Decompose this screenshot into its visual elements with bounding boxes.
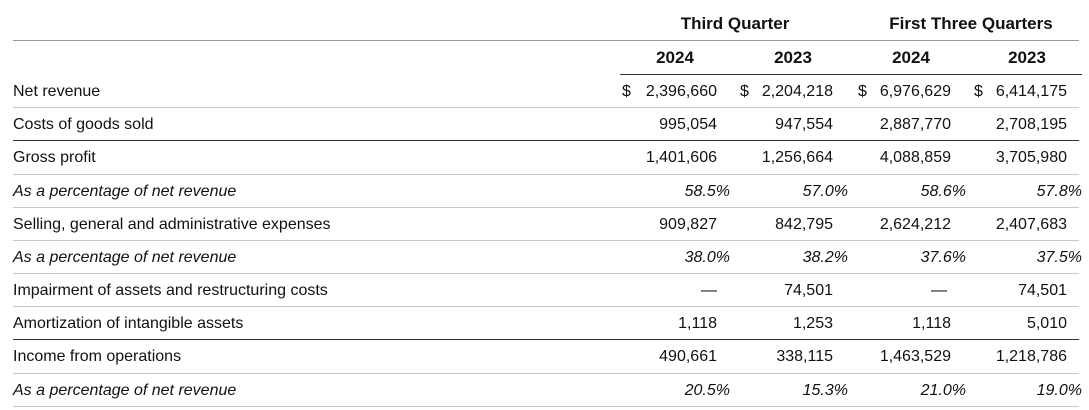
cell-value: 995,054 xyxy=(659,116,717,133)
header-third-quarter: Third Quarter xyxy=(680,14,790,33)
cell-value: 947,554 xyxy=(775,116,833,133)
row-rule xyxy=(13,306,1079,307)
row-rule xyxy=(13,140,1079,141)
table-row: Impairment of assets and restructuring c… xyxy=(0,274,1089,307)
cell-value: 1,218,786 xyxy=(995,348,1067,365)
table-row: Amortization of intangible assets 1,118 … xyxy=(0,307,1089,340)
cell-value: 1,463,529 xyxy=(879,348,951,365)
cell-value: 1,401,606 xyxy=(645,149,717,166)
cell-value: 490,661 xyxy=(659,348,717,365)
row-label: Gross profit xyxy=(13,149,96,166)
table-row: As a percentage of net revenue 58.5% 57.… xyxy=(0,175,1089,208)
cell-value: 2,708,195 xyxy=(995,116,1067,133)
cell-value: 2,407,683 xyxy=(995,216,1067,233)
year-rule xyxy=(620,74,1082,75)
cell-value: 6,976,629 xyxy=(879,83,951,100)
row-label: Selling, general and administrative expe… xyxy=(13,216,331,233)
currency-symbol: $ xyxy=(858,83,867,100)
row-label: Net revenue xyxy=(13,83,101,100)
cell-value: 1,118 xyxy=(912,315,951,332)
cell-value: 74,501 xyxy=(784,282,833,299)
cell-value: 2,204,218 xyxy=(761,83,833,100)
row-label: Amortization of intangible assets xyxy=(13,315,244,332)
cell-value: — xyxy=(701,282,717,299)
row-label: As a percentage of net revenue xyxy=(13,382,237,399)
cell-value: 6,414,175 xyxy=(995,83,1067,100)
cell-value: 338,115 xyxy=(776,348,833,365)
currency-symbol: $ xyxy=(740,83,749,100)
cell-value: 57.0% xyxy=(802,183,848,200)
header-rule xyxy=(13,40,1079,41)
table-row: Selling, general and administrative expe… xyxy=(0,208,1089,241)
cell-value: 2,624,212 xyxy=(879,216,951,233)
cell-value: 37.6% xyxy=(920,249,966,266)
header-first-three-quarters: First Three Quarters xyxy=(889,14,1053,33)
table-row: Costs of goods sold 995,054 947,554 2,88… xyxy=(0,108,1089,141)
cell-value: 842,795 xyxy=(775,216,833,233)
cell-value: 38.0% xyxy=(684,249,730,266)
cell-value: 37.5% xyxy=(1036,249,1082,266)
year-header: 2024 xyxy=(656,48,694,67)
cell-value: 5,010 xyxy=(1026,315,1067,332)
cell-value: 909,827 xyxy=(659,216,717,233)
cell-value: 2,887,770 xyxy=(879,116,951,133)
cell-value: — xyxy=(931,282,947,299)
year-header: 2024 xyxy=(892,48,930,67)
row-rule xyxy=(13,174,1079,175)
cell-value: 2,396,660 xyxy=(645,83,717,100)
table-row: As a percentage of net revenue 38.0% 38.… xyxy=(0,241,1089,274)
cell-value: 74,501 xyxy=(1018,282,1067,299)
table-row: As a percentage of net revenue 20.5% 15.… xyxy=(0,374,1089,407)
currency-symbol: $ xyxy=(622,83,631,100)
row-rule xyxy=(13,107,1079,108)
year-header: 2023 xyxy=(1008,48,1046,67)
cell-value: 58.5% xyxy=(684,183,730,200)
row-label: As a percentage of net revenue xyxy=(13,249,237,266)
row-rule xyxy=(13,339,1079,340)
cell-value: 15.3% xyxy=(802,382,848,399)
row-rule xyxy=(13,240,1079,241)
row-rule xyxy=(13,273,1079,274)
cell-value: 4,088,859 xyxy=(879,149,951,166)
cell-value: 1,253 xyxy=(792,315,833,332)
cell-value: 38.2% xyxy=(802,249,848,266)
row-label: Income from operations xyxy=(13,348,182,365)
cell-value: 19.0% xyxy=(1036,382,1082,399)
row-rule xyxy=(13,373,1079,374)
cell-value: 20.5% xyxy=(684,382,730,399)
cell-value: 58.6% xyxy=(920,183,966,200)
table-row: Gross profit 1,401,606 1,256,664 4,088,8… xyxy=(0,141,1089,174)
year-header: 2023 xyxy=(774,48,812,67)
cell-value: 1,118 xyxy=(678,315,717,332)
cell-value: 21.0% xyxy=(920,382,966,399)
cell-value: 57.8% xyxy=(1036,183,1082,200)
row-label: Impairment of assets and restructuring c… xyxy=(13,282,328,299)
row-rule xyxy=(13,406,1079,407)
table-row: Income from operations 490,661 338,115 1… xyxy=(0,340,1089,373)
row-label: As a percentage of net revenue xyxy=(13,183,237,200)
row-label: Costs of goods sold xyxy=(13,116,154,133)
cell-value: 1,256,664 xyxy=(761,149,833,166)
table-row: Net revenue $ 2,396,660 $ 2,204,218 $ 6,… xyxy=(0,75,1089,108)
currency-symbol: $ xyxy=(974,83,983,100)
cell-value: 3,705,980 xyxy=(995,149,1067,166)
row-rule xyxy=(13,207,1079,208)
